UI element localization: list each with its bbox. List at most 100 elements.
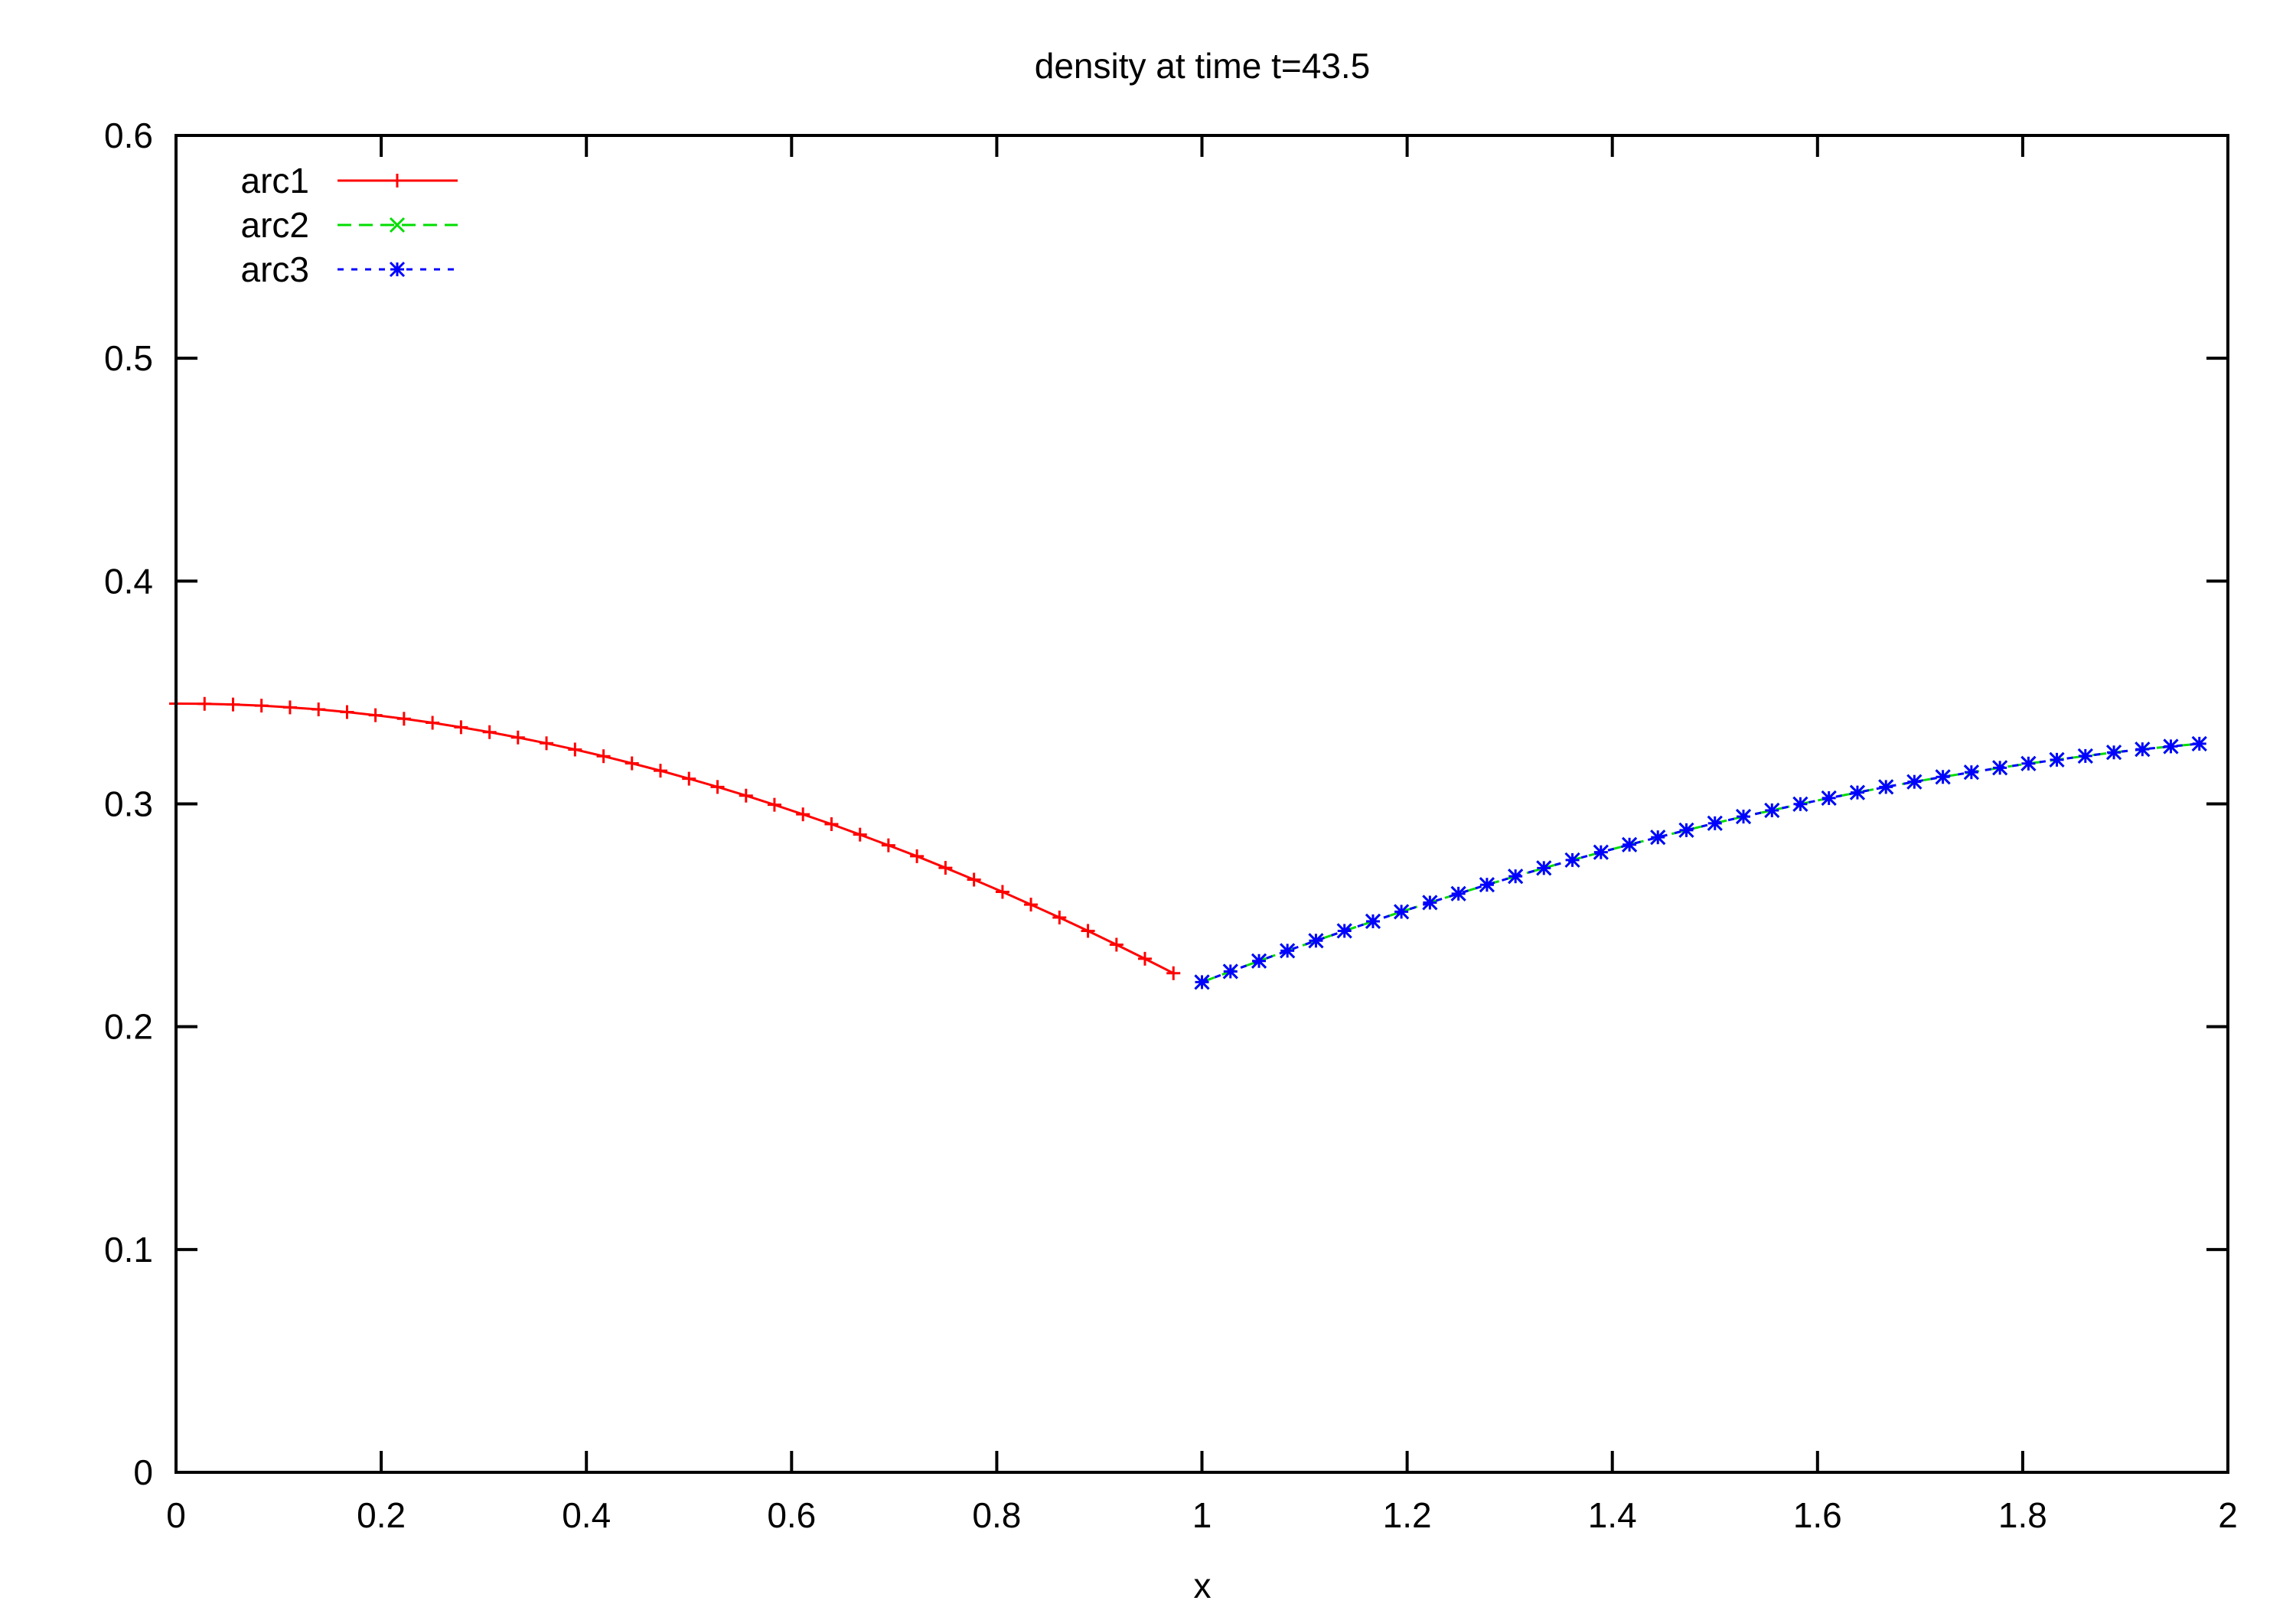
- data-point-arc3: [1450, 885, 1466, 901]
- plot-series: [169, 696, 2207, 990]
- x-tick-label: 1: [1192, 1495, 1212, 1535]
- y-tick-label: 0.4: [104, 561, 153, 601]
- data-point-arc1: [739, 788, 753, 803]
- data-point-arc1: [1137, 951, 1152, 966]
- data-point-arc3: [2135, 742, 2151, 758]
- y-tick-label: 0.3: [104, 784, 153, 824]
- data-point-arc1: [910, 849, 925, 863]
- x-tick-label: 2: [2218, 1495, 2238, 1535]
- data-point-arc1: [482, 725, 497, 739]
- plot-frame: [174, 134, 2229, 1474]
- data-point-arc3: [1479, 877, 1495, 893]
- series-markers-arc1: [169, 696, 1181, 980]
- data-point-arc3: [2163, 738, 2179, 755]
- y-tick-label: 0: [133, 1452, 153, 1492]
- data-point-arc3: [1821, 790, 1837, 806]
- y-tick-label: 0.2: [104, 1007, 153, 1047]
- data-point-arc3: [1593, 844, 1609, 860]
- data-point-arc3: [1849, 784, 1866, 800]
- data-point-arc1: [1166, 966, 1181, 980]
- data-point-arc1: [767, 797, 781, 812]
- data-point-arc3: [2077, 748, 2093, 764]
- legend-marker-arc2: [389, 217, 406, 233]
- data-point-arc3: [1564, 852, 1580, 868]
- data-point-arc1: [226, 697, 240, 712]
- data-point-arc1: [340, 705, 354, 719]
- x-tick-label: 1.4: [1588, 1495, 1637, 1535]
- data-point-arc3: [1764, 802, 1780, 819]
- data-point-arc1: [967, 872, 981, 887]
- data-point-arc3: [1906, 774, 1923, 790]
- data-point-arc1: [282, 700, 297, 715]
- data-point-arc1: [596, 749, 611, 764]
- data-point-arc1: [995, 885, 1009, 899]
- data-point-arc1: [454, 720, 468, 735]
- chart-title: density at time t=43.5: [1035, 46, 1371, 86]
- y-tick-label: 0.5: [104, 338, 153, 378]
- legend-label-arc2: arc2: [241, 205, 309, 245]
- data-point-arc1: [311, 702, 326, 717]
- data-point-arc1: [540, 736, 554, 751]
- data-point-arc3: [1222, 963, 1238, 980]
- data-point-arc1: [625, 756, 639, 771]
- data-point-arc1: [682, 771, 696, 786]
- data-point-arc3: [1508, 869, 1524, 885]
- data-point-arc3: [1792, 796, 1808, 812]
- data-point-arc3: [1650, 830, 1666, 846]
- data-point-arc3: [1251, 953, 1267, 969]
- data-point-arc3: [1336, 923, 1352, 939]
- x-tick-label: 1.8: [1998, 1495, 2047, 1535]
- data-point-arc1: [426, 715, 440, 730]
- axis-ticks: 0 0.2 0.4 0.6 0.8 1 1.2 1.4 1.6 1.8 2 0 0.1 0.2 0.3 0.4…: [104, 116, 2238, 1535]
- data-point-arc3: [1935, 769, 1951, 785]
- legend-label-arc1: arc1: [241, 161, 309, 200]
- data-point-arc3: [1308, 933, 1324, 949]
- data-point-arc1: [1109, 937, 1124, 952]
- legend-marker-arc1: [390, 174, 404, 187]
- x-tick-label: 1.2: [1383, 1495, 1432, 1535]
- data-point-arc1: [1024, 898, 1039, 912]
- data-point-arc3: [1963, 764, 1979, 781]
- data-point-arc1: [938, 861, 953, 875]
- data-point-arc1: [396, 712, 411, 726]
- data-point-arc1: [653, 764, 667, 778]
- legend-label-arc3: arc3: [241, 249, 309, 289]
- data-point-arc1: [568, 742, 582, 757]
- data-point-arc1: [853, 827, 867, 842]
- x-tick-label: 0.2: [357, 1495, 406, 1535]
- data-point-arc3: [1536, 860, 1552, 876]
- x-tick-label: 0.6: [767, 1495, 816, 1535]
- data-point-arc1: [824, 817, 839, 831]
- data-point-arc3: [2049, 751, 2065, 768]
- data-point-arc3: [1194, 974, 1210, 990]
- data-point-arc1: [254, 699, 269, 713]
- data-point-arc1: [368, 708, 383, 722]
- data-point-arc3: [1280, 943, 1296, 959]
- data-point-arc1: [1052, 910, 1067, 924]
- x-tick-label: 0: [166, 1495, 186, 1535]
- data-point-arc3: [1707, 815, 1723, 831]
- legend-marker-arc3: [389, 261, 406, 278]
- x-tick-label: 1.6: [1793, 1495, 1842, 1535]
- data-point-arc3: [1394, 904, 1410, 920]
- data-point-arc3: [1422, 895, 1438, 911]
- data-point-arc3: [1992, 760, 2008, 776]
- data-point-arc1: [197, 696, 212, 711]
- data-point-arc3: [2020, 755, 2037, 771]
- x-tick-label: 0.8: [972, 1495, 1021, 1535]
- y-tick-label: 0.1: [104, 1230, 153, 1270]
- data-point-arc3: [2106, 745, 2122, 761]
- data-point-arc1: [510, 730, 525, 745]
- series-markers-arc3: [1194, 735, 2207, 990]
- y-tick-label: 0.6: [104, 116, 153, 155]
- data-point-arc3: [1678, 822, 1694, 838]
- x-tick-label: 0.4: [562, 1495, 611, 1535]
- data-point-arc3: [1622, 836, 1638, 852]
- data-point-arc1: [1081, 924, 1095, 938]
- data-point-arc1: [710, 780, 725, 794]
- data-point-arc3: [1365, 913, 1381, 930]
- x-axis-label: x: [1194, 1566, 1212, 1605]
